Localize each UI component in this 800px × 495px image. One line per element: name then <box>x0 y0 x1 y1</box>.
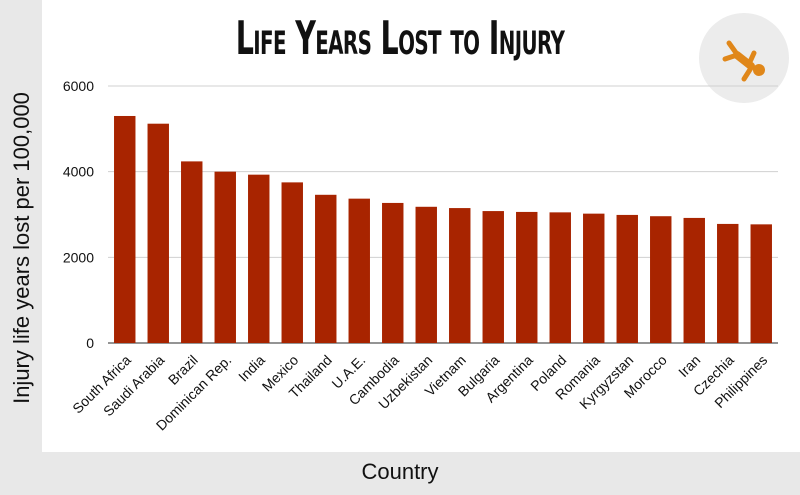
bar <box>516 211 538 343</box>
bar <box>449 208 471 343</box>
y-tick-label: 0 <box>86 335 94 351</box>
y-tick-label: 2000 <box>63 249 94 265</box>
bar <box>181 161 203 343</box>
bar <box>650 216 672 343</box>
chart-title: Life Years Lost to Injury <box>235 11 565 65</box>
y-tick-labels: 0 2000 4000 6000 <box>63 78 94 351</box>
bar <box>482 211 504 343</box>
bar <box>616 214 638 343</box>
falling-person-icon <box>699 13 789 103</box>
grid-lines <box>108 85 778 344</box>
bar <box>281 182 303 343</box>
bar <box>147 123 169 344</box>
bar <box>583 213 605 343</box>
bar <box>315 194 337 343</box>
bar <box>348 198 370 343</box>
bars <box>114 115 772 344</box>
y-tick-label: 6000 <box>63 78 94 94</box>
y-tick-label: 4000 <box>63 164 94 180</box>
bar <box>382 202 404 343</box>
bar <box>750 224 772 343</box>
bar <box>415 206 437 343</box>
x-tick-label: Iran <box>675 352 703 380</box>
bar <box>214 171 236 343</box>
bar <box>248 174 270 343</box>
bar <box>683 217 705 343</box>
bar <box>549 212 571 343</box>
bar <box>717 223 739 343</box>
bar <box>114 115 136 343</box>
x-axis-label: Country <box>361 459 439 484</box>
